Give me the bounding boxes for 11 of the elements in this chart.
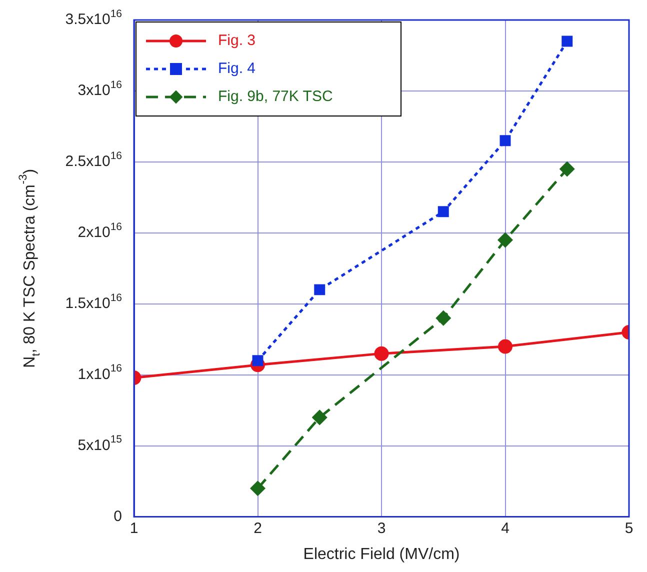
x-tick-label: 5	[624, 520, 634, 537]
legend-label: Fig. 9b, 77K TSC	[218, 88, 333, 106]
x-tick-label: 2	[254, 520, 262, 537]
legend-label: Fig. 4	[218, 60, 256, 78]
y-axis-title: Nt, 80 K TSC Spectra (cm-3)	[18, 168, 42, 368]
x-tick-label: 3	[377, 520, 386, 537]
x-tick-label: 4	[501, 520, 510, 537]
y-tick-label: 0	[114, 508, 122, 525]
x-tick-label: 1	[130, 520, 138, 537]
x-axis-title: Electric Field (MV/cm)	[303, 546, 460, 563]
legend-label: Fig. 3	[218, 32, 256, 50]
